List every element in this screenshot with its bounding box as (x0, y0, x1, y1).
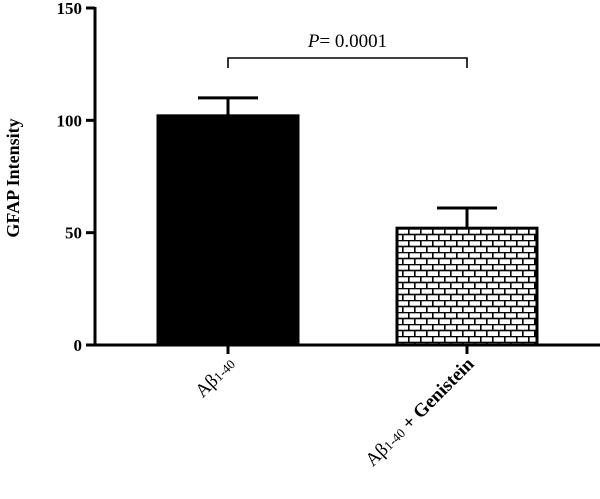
y-tick-label: 0 (74, 336, 83, 355)
y-tick-label: 100 (57, 111, 83, 130)
bars (156, 96, 539, 347)
y-tick-label: 150 (57, 0, 83, 18)
y-tick-label: 50 (65, 224, 82, 243)
p-value-text: = 0.0001 (319, 31, 387, 52)
significance-annotation: P= 0.0001 (227, 31, 468, 68)
significance-bracket (227, 57, 468, 68)
bar (395, 226, 539, 347)
p-value-label: P= 0.0001 (307, 31, 387, 52)
x-tick-label: Aβ1-40 (191, 354, 239, 402)
bar (156, 114, 300, 347)
x-tick-label: Aβ1-40 + Genistein (361, 353, 478, 470)
y-axis-title: GFAP Intensity (3, 118, 23, 237)
p-value-symbol: P (307, 31, 320, 52)
x-tick-label-suffix: + Genistein (395, 353, 479, 437)
